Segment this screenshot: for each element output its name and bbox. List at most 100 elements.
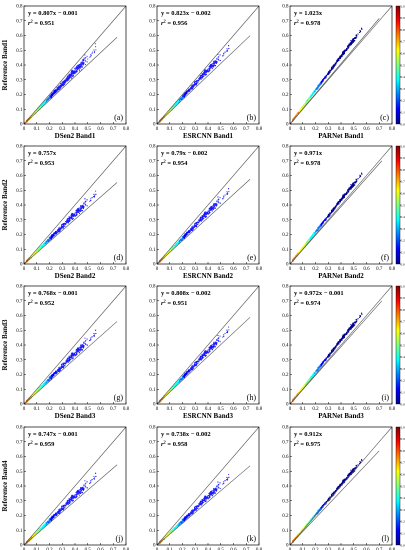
y-tick-label: 0.7 — [16, 159, 23, 164]
scatter-point — [81, 64, 83, 66]
scatter-point — [55, 232, 57, 234]
scatter-point — [330, 69, 332, 71]
scatter-point — [77, 64, 79, 66]
scatter-point — [56, 232, 58, 234]
scatter-point — [66, 220, 68, 222]
scatter-point — [219, 54, 221, 56]
scatter-point — [66, 80, 68, 82]
scatter-point — [82, 61, 84, 63]
scatter-point — [30, 255, 32, 257]
scatter-point — [306, 100, 308, 102]
scatter-point — [351, 41, 353, 43]
scatter-point — [295, 115, 297, 117]
scatter-point — [85, 200, 87, 202]
scatter-point — [90, 54, 92, 56]
scatter-point — [203, 74, 205, 76]
scatter-point — [61, 224, 63, 226]
scatter-point — [164, 115, 166, 117]
scatter-point — [82, 60, 84, 62]
scatter-point — [81, 66, 83, 68]
scatter-point — [76, 209, 78, 211]
scatter-point — [196, 82, 198, 84]
scatter-point — [51, 237, 53, 239]
scatter-point — [62, 227, 64, 229]
scatter-point — [40, 247, 42, 249]
scatter-point — [38, 247, 40, 249]
scatter-point — [39, 106, 41, 108]
scatter-point — [334, 62, 336, 64]
scatter-point — [44, 101, 46, 103]
scatter-point — [53, 92, 55, 94]
scatter-point — [78, 69, 80, 71]
scatter-point — [324, 76, 326, 78]
scatter-point — [70, 218, 72, 220]
scatter-point — [63, 227, 65, 229]
colorbar-tick-label: 0.7 — [401, 40, 405, 44]
scatter-point — [71, 215, 73, 217]
scatter-point — [32, 255, 34, 257]
scatter-point — [181, 97, 183, 99]
scatter-point — [355, 37, 357, 39]
scatter-point — [51, 93, 53, 95]
scatter-point — [183, 96, 185, 98]
scatter-point — [348, 45, 350, 47]
scatter-point — [203, 75, 205, 77]
scatter-point — [330, 67, 332, 69]
scatter-point — [67, 221, 69, 223]
scatter-point — [196, 80, 198, 82]
x-tick-label: 0.3 — [59, 127, 66, 132]
scatter-point — [228, 47, 230, 49]
scatter-point — [175, 103, 177, 105]
scatter-point — [80, 65, 82, 67]
scatter-point — [70, 75, 72, 77]
scatter-point — [340, 54, 342, 56]
scatter-point — [37, 249, 39, 251]
scatter-point — [80, 205, 82, 207]
r-squared: r2 = 0.956 — [161, 19, 188, 28]
scatter-point — [347, 45, 349, 47]
scatter-point — [52, 95, 54, 97]
scatter-point — [73, 73, 75, 75]
scatter-point — [48, 97, 50, 99]
scatter-point — [78, 211, 80, 213]
scatter-point — [81, 207, 83, 209]
scatter-point — [62, 84, 64, 86]
scatter-point — [53, 91, 55, 93]
scatter-point — [342, 53, 344, 55]
scatter-point — [52, 93, 54, 95]
scatter-point — [337, 59, 339, 61]
scatter-point — [337, 59, 339, 61]
scatter-point — [93, 49, 95, 51]
scatter-point — [302, 105, 304, 107]
scatter-point — [300, 109, 302, 111]
scatter-point — [71, 70, 73, 72]
scatter-point — [64, 223, 66, 225]
scatter-point — [209, 69, 211, 71]
scatter-point — [343, 51, 345, 53]
scatter-point — [42, 245, 44, 247]
scatter-point — [44, 244, 46, 246]
scatter-point — [55, 89, 57, 91]
scatter-point — [182, 94, 184, 96]
scatter-point — [85, 204, 87, 206]
scatter-point — [68, 220, 70, 222]
scatter-point — [317, 87, 319, 89]
scatter-point — [211, 68, 213, 70]
scatter-point — [203, 73, 205, 75]
scatter-point — [188, 89, 190, 91]
scatter-point — [205, 70, 207, 72]
scatter-point — [37, 249, 39, 251]
scatter-point — [209, 64, 211, 66]
scatter-point — [208, 67, 210, 69]
scatter-point — [199, 76, 201, 78]
scatter-point — [333, 65, 335, 67]
scatter-point — [317, 87, 319, 89]
panel-b: 0 0.1 0.2 0.3 0.4 0.5 0.6 0.7 0.800.10.20.30.40.… — [149, 5, 262, 140]
scatter-point — [45, 242, 47, 244]
scatter-point — [57, 90, 59, 92]
scatter-point — [68, 75, 70, 77]
scatter-point — [182, 95, 184, 97]
scatter-point — [342, 51, 344, 53]
scatter-point — [187, 90, 189, 92]
scatter-point — [76, 68, 78, 70]
